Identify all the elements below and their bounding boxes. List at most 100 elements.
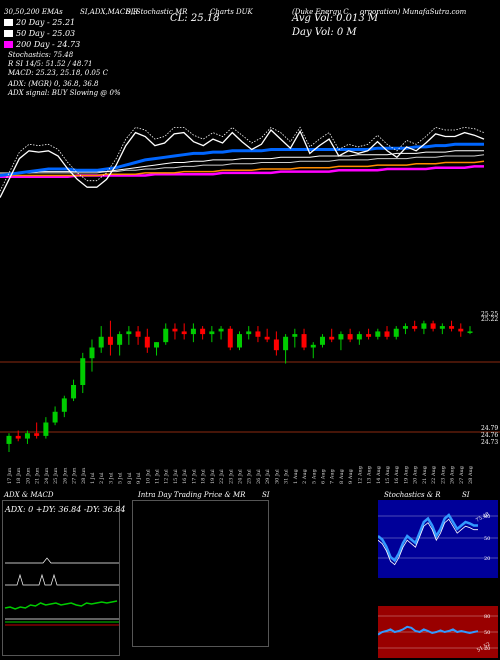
candle-body bbox=[24, 433, 30, 439]
candle-body bbox=[246, 331, 252, 335]
x-tick-label: 25 Jun bbox=[53, 467, 59, 484]
ema-lines bbox=[0, 126, 485, 198]
price-chart: 17 Jun 18 Jun 20 Jun 21 Jun 24 Jun 25 Jun 26 J… bbox=[0, 126, 500, 484]
x-tick-label: 1 Jul bbox=[90, 472, 96, 484]
rsi-tick: 50 bbox=[484, 630, 490, 636]
candle-body bbox=[218, 328, 224, 332]
ema50-line bbox=[0, 154, 485, 174]
x-tick-label: 19 Jul bbox=[210, 469, 216, 484]
adx-line bbox=[5, 557, 119, 564]
candle-body bbox=[467, 331, 473, 333]
candle-body bbox=[264, 336, 270, 340]
x-tick-label: 9 Jul bbox=[136, 472, 142, 484]
x-tick-label: 8 Jul bbox=[127, 472, 133, 484]
legend-label: 50 Day - 25.03 bbox=[16, 29, 76, 38]
header-left: 30,50,200 EMAs bbox=[4, 8, 63, 16]
x-tick-label: 24 Jul bbox=[238, 469, 244, 484]
intraday-panel bbox=[132, 500, 269, 647]
legend-swatch bbox=[4, 41, 13, 48]
candle-body bbox=[458, 328, 464, 332]
candle-body bbox=[338, 334, 344, 340]
x-tick-label: 9 Aug bbox=[348, 468, 354, 484]
header-mid2: SI,Stochastic,MR bbox=[126, 8, 188, 16]
intraday-title: Intra Day Trading Price & MR bbox=[138, 491, 246, 499]
candle-body bbox=[366, 334, 372, 337]
x-tick-label: 19 Aug bbox=[403, 465, 409, 484]
stochastics-tick: 20 bbox=[484, 556, 490, 562]
ema20-line bbox=[0, 142, 484, 177]
x-tick-label: 28 Jun bbox=[81, 467, 87, 484]
macd-readout: MACD: 25.23, 25.18, 0.05 C bbox=[8, 69, 108, 77]
candle-body bbox=[172, 328, 178, 332]
candle-body bbox=[107, 336, 113, 345]
candle-body bbox=[43, 422, 49, 436]
candle-body bbox=[449, 326, 455, 329]
candle-body bbox=[430, 323, 436, 329]
candle-body bbox=[200, 328, 206, 335]
x-tick-label: 17 Jul bbox=[191, 469, 197, 484]
candle-body bbox=[356, 334, 362, 340]
x-tick-label: 22 Aug bbox=[431, 465, 437, 484]
x-tick-label: 22 Jul bbox=[219, 469, 225, 484]
intraday-title-b: SI bbox=[262, 491, 270, 499]
candle-body bbox=[89, 347, 95, 359]
x-tick-label: 21 Aug bbox=[422, 465, 428, 484]
adx-readout: ADX: (MGR) 0, 36.8, 36.8 bbox=[8, 80, 99, 88]
candle-body bbox=[52, 411, 58, 423]
legend-swatch bbox=[4, 19, 13, 26]
candle-body bbox=[209, 331, 215, 335]
candle-body bbox=[255, 331, 261, 337]
x-tick-label: 11 Jul bbox=[155, 469, 161, 484]
x-tick-label: 27 Aug bbox=[459, 465, 465, 484]
legend-swatch bbox=[4, 30, 13, 37]
candle-body bbox=[283, 336, 289, 351]
x-tick-label: 17 Jun bbox=[7, 467, 13, 484]
candle-body bbox=[98, 336, 104, 348]
candle-body bbox=[402, 326, 408, 329]
x-tick-label: 6 Aug bbox=[320, 468, 326, 484]
adx-plus-line bbox=[4, 600, 118, 610]
candle-body bbox=[190, 328, 196, 335]
price-label: 24.73 bbox=[481, 439, 498, 446]
x-tick-label: 20 Aug bbox=[413, 465, 419, 484]
candles bbox=[6, 320, 473, 452]
x-tick-label: 12 Jul bbox=[164, 469, 170, 484]
candle-body bbox=[227, 328, 233, 348]
candle-body bbox=[292, 334, 298, 337]
price-label: 25.25 bbox=[481, 311, 498, 318]
adx-macd-title: ADX & MACD bbox=[4, 491, 54, 499]
legend-label: 20 Day - 25.21 bbox=[16, 18, 76, 27]
candle-body bbox=[80, 358, 86, 385]
rsi-tick: 80 bbox=[484, 614, 490, 620]
x-tick-label: 26 Aug bbox=[450, 465, 456, 484]
stochastics-readout: Stochastics: 75.48 bbox=[8, 51, 74, 59]
x-tick-label: 24 Jun bbox=[44, 467, 50, 484]
x-tick-label: 18 Jun bbox=[16, 467, 22, 484]
x-tick-label: 25 Jul bbox=[247, 469, 253, 484]
price-label: 24.76 bbox=[481, 432, 498, 439]
candle-body bbox=[144, 336, 150, 348]
x-tick-label: 10 Jul bbox=[145, 469, 151, 484]
day-volume: Day Vol: 0 M bbox=[292, 27, 357, 38]
x-tick-label: 2 Jul bbox=[99, 472, 105, 484]
adx-macd-panel: ADX: 0 +DY: 36.84 -DY: 36.84 bbox=[2, 500, 125, 656]
candle-body bbox=[375, 331, 381, 337]
x-tick-label: 16 Aug bbox=[394, 465, 400, 484]
avg-volume: Avg Vol: 0.013 M bbox=[292, 13, 379, 24]
candle-body bbox=[439, 326, 445, 329]
x-tick-label: 15 Aug bbox=[385, 465, 391, 484]
candle-body bbox=[310, 344, 316, 348]
legend-ema200: 200 Day - 24.73 bbox=[4, 40, 80, 49]
x-tick-label: 21 Jun bbox=[35, 467, 41, 484]
candle-body bbox=[15, 435, 21, 439]
candle-body bbox=[329, 336, 335, 340]
stochastics-tick: 80 bbox=[484, 514, 490, 520]
candle-body bbox=[34, 433, 40, 436]
price-label: 25.22 bbox=[481, 316, 498, 323]
stochastics-tick: 50 bbox=[484, 536, 490, 542]
x-tick-label: 27 Jun bbox=[72, 467, 78, 484]
x-tick-label: 29 Jul bbox=[265, 469, 271, 484]
stochastics-background bbox=[378, 500, 498, 578]
x-tick-label: 28 Aug bbox=[468, 465, 474, 484]
